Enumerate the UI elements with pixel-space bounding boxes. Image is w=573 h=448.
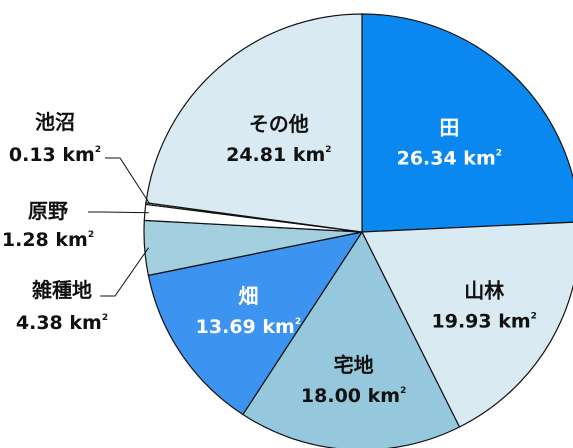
slice-value-label: 4.38 km2 [16,312,108,334]
pie-slice-slice-8 [145,13,363,233]
pie-slice-slice-4 [147,231,364,416]
leader-line [105,157,151,205]
slice-labels: 田 26.34 km2 山林 19.93 km2 宅地 18.00 km2 畑 13.69 k… [2,110,537,407]
leader-line [100,247,149,297]
slice-name-label: 池沼 [35,110,75,134]
slice-name-label: 田 [439,116,459,140]
slice-name-label: 宅地 [334,353,374,377]
leader-line [88,211,149,214]
pie-slice-slice-3 [242,230,461,448]
pie-slices [143,13,573,448]
slice-value-label: 0.13 km2 [9,144,101,166]
slice-value-label: 19.93 km2 [432,311,537,333]
slice-name-label: 山林 [464,279,504,303]
pie-slice-slice-2 [361,221,573,428]
slice-name-label: その他 [249,112,309,136]
slice-name-label: 原野 [28,199,68,223]
slice-value-label: 24.81 km2 [226,144,331,166]
slice-value-label: 26.34 km2 [397,148,502,170]
leader-lines [88,157,151,297]
slice-value-label: 18.00 km2 [301,385,406,407]
slice-name-label: 畑 [238,284,258,308]
slice-value-label: 1.28 km2 [2,229,94,251]
pie-slice-slice-1 [361,13,573,233]
slice-name-label: 雑種地 [31,278,92,302]
slice-value-label: 13.69 km2 [196,316,301,338]
